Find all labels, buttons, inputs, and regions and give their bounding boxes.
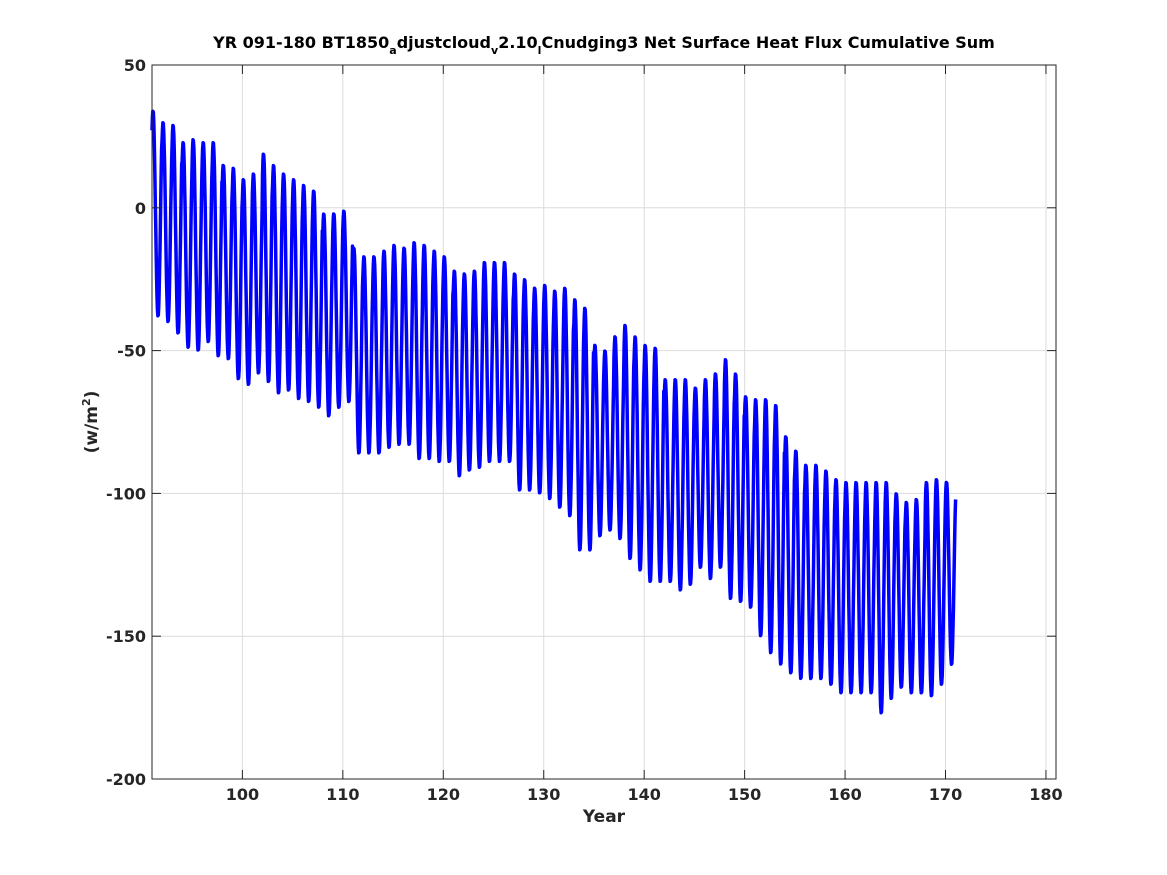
chart-title: YR 091-180 BT1850adjustcloudv2.10lCnudgi… xyxy=(212,33,995,57)
y-axis-label: (w/m2) xyxy=(80,391,102,454)
title-sub-1: a xyxy=(389,44,396,57)
x-axis-ticks: 100 110 120 130 140 150 160 170 180 xyxy=(226,65,1063,804)
x-tick-label: 180 xyxy=(1029,785,1062,804)
x-tick-label: 140 xyxy=(627,785,660,804)
x-tick-label: 110 xyxy=(326,785,359,804)
y-tick-label: -50 xyxy=(117,342,146,361)
x-tick-label: 170 xyxy=(929,785,962,804)
x-grid xyxy=(241,65,1047,779)
x-tick-label: 150 xyxy=(728,785,761,804)
y-tick-label: -100 xyxy=(106,484,146,503)
title-part-2: djustcloud xyxy=(397,33,491,52)
title-sub-2: v xyxy=(491,44,499,57)
x-tick-label: 160 xyxy=(828,785,861,804)
title-part-3: 2.10 xyxy=(498,33,537,52)
y-tick-label: -150 xyxy=(106,627,146,646)
title-sub-3: l xyxy=(538,44,542,57)
y-tick-label: -200 xyxy=(106,770,146,789)
y-axis-ticks: 50 0 -50 -100 -150 -200 xyxy=(106,56,1056,789)
title-part-1: YR 091-180 BT1850 xyxy=(212,33,389,52)
title-part-4: Cnudging3 Net Surface Heat Flux Cumulati… xyxy=(541,33,994,52)
y-label-end: ) xyxy=(82,391,102,399)
y-tick-label: 0 xyxy=(135,199,146,218)
y-label-sup: 2 xyxy=(80,398,93,406)
y-label-base: (w/m xyxy=(82,406,102,453)
x-axis-label: Year xyxy=(582,807,626,827)
series-line xyxy=(150,109,958,715)
x-tick-label: 120 xyxy=(427,785,460,804)
x-tick-label: 100 xyxy=(226,785,259,804)
plot-frame xyxy=(151,64,1057,780)
x-tick-label: 130 xyxy=(527,785,560,804)
y-tick-label: 50 xyxy=(124,56,146,75)
